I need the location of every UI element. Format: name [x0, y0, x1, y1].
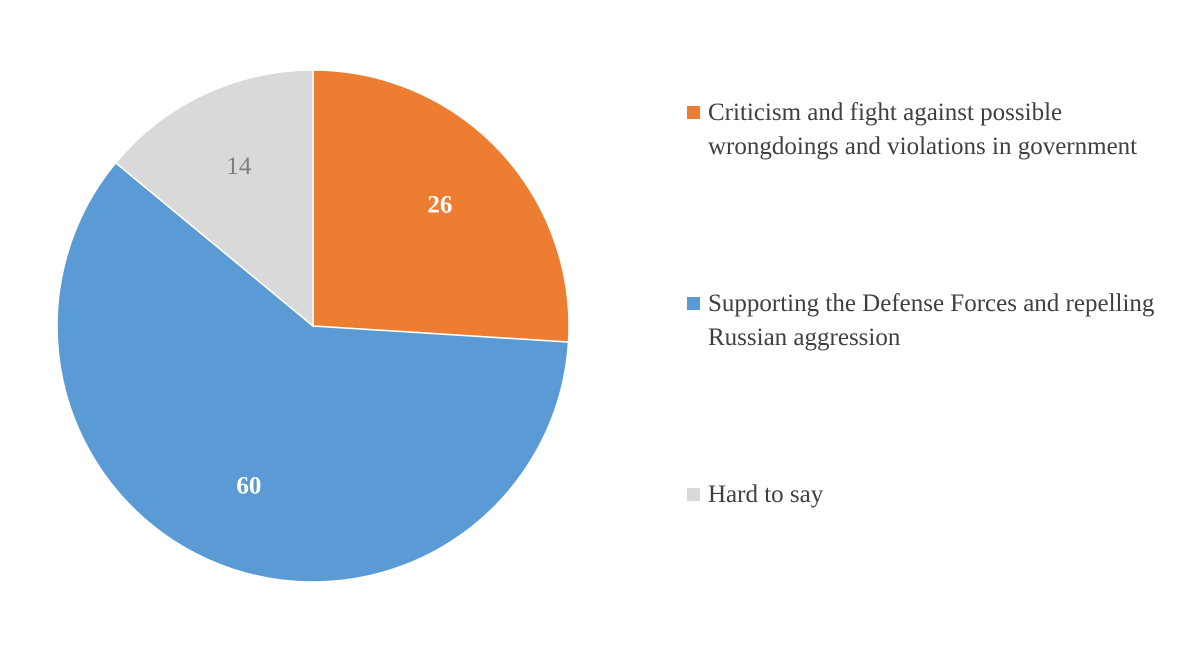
legend-swatch-defense: [687, 297, 700, 310]
data-label-defense: 60: [236, 473, 261, 500]
pie-slice-hard-to-say: [114, 69, 314, 328]
pie-slice-defense: [56, 161, 570, 583]
data-label-hard-to-say: 14: [226, 153, 252, 180]
legend-label-criticism: Criticism and fight against possible wro…: [708, 99, 1138, 160]
pie-data-labels: 26 60 14: [226, 153, 452, 499]
pie-slices: [56, 69, 570, 583]
data-label-criticism: 26: [427, 192, 452, 219]
legend-item-hard-to-say: Hard to say: [687, 478, 1157, 512]
legend-label-hard-to-say: Hard to say: [708, 481, 824, 508]
legend-label-defense: Supporting the Defense Forces and repell…: [708, 290, 1155, 351]
pie-slice-criticism: [312, 69, 570, 343]
legend-item-defense: Supporting the Defense Forces and repell…: [687, 287, 1157, 355]
legend-item-criticism: Criticism and fight against possible wro…: [687, 96, 1157, 164]
legend-swatch-hard-to-say: [687, 488, 700, 501]
legend-swatch-criticism: [687, 106, 700, 119]
